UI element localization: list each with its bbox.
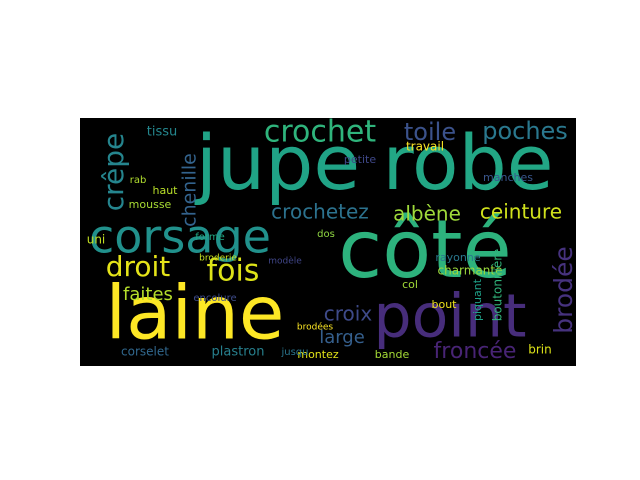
word: brodées: [297, 322, 334, 333]
word: modèle: [268, 256, 302, 267]
cloud-background: [80, 118, 576, 366]
word: forme: [195, 232, 224, 243]
word: chenille: [179, 153, 201, 227]
word: uni: [87, 233, 106, 247]
word: petite: [344, 153, 376, 166]
word: droit: [106, 250, 171, 283]
word: croix: [324, 302, 373, 326]
word: rab: [130, 175, 147, 186]
word: piquant: [471, 278, 484, 321]
word: côté: [338, 203, 512, 296]
word: poches: [482, 117, 568, 145]
word: jupe: [194, 118, 360, 207]
word: crêpe: [97, 133, 130, 212]
word: broderie: [199, 254, 237, 264]
word: corsage: [89, 210, 271, 264]
word: boutonnière: [491, 249, 505, 322]
word: bout: [432, 298, 458, 311]
word: fois: [207, 254, 260, 289]
word: ceinture: [480, 200, 562, 224]
word: mousse: [129, 198, 172, 211]
word: bande: [375, 348, 410, 361]
word: faites: [123, 284, 173, 305]
word: laine: [106, 271, 285, 357]
word: jusqu: [280, 347, 308, 358]
word: crochetez: [271, 200, 369, 224]
word: tissu: [147, 125, 178, 140]
word: manches: [483, 171, 533, 184]
word: brodée: [549, 246, 578, 334]
word: robe: [382, 118, 553, 207]
word: rayonne: [435, 251, 480, 264]
word: travail: [406, 140, 444, 154]
word: encolure: [193, 293, 236, 304]
word: toile: [404, 118, 456, 146]
word: corselet: [121, 345, 169, 359]
word: plastron: [212, 345, 265, 360]
word: dos: [317, 229, 335, 240]
word: haut: [153, 184, 179, 197]
word: large: [319, 327, 365, 348]
word: crochet: [264, 115, 376, 150]
word: col: [402, 278, 418, 291]
word: albène: [393, 202, 461, 226]
word: point: [373, 282, 526, 352]
word: froncée: [434, 339, 517, 364]
word: charmante: [437, 264, 502, 278]
word: montez: [297, 348, 338, 361]
word: brin: [528, 343, 552, 357]
